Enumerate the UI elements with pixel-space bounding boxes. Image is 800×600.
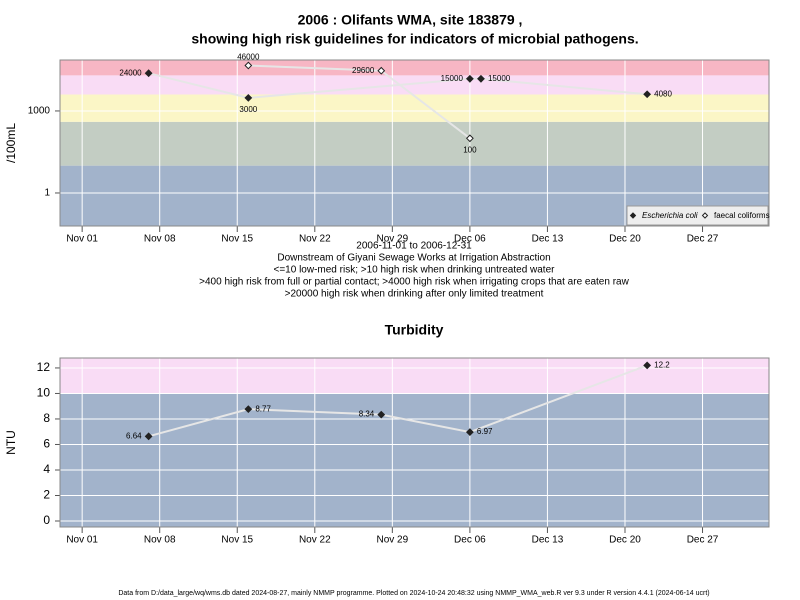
data-point bbox=[477, 74, 485, 83]
risk-band bbox=[60, 121, 769, 166]
x-tick-label: Nov 29 bbox=[377, 535, 409, 546]
x-tick-label: Nov 22 bbox=[299, 234, 331, 245]
x-tick-label: Nov 29 bbox=[377, 234, 409, 245]
x-tick-label: Nov 22 bbox=[299, 535, 331, 546]
x-tick-label: Dec 20 bbox=[609, 234, 641, 245]
x-tick-label: Nov 01 bbox=[66, 535, 98, 546]
y-tick-label: 8 bbox=[43, 411, 50, 425]
x-tick-label: Dec 06 bbox=[454, 535, 486, 546]
data-point bbox=[465, 134, 474, 143]
note: 2006-11-01 to 2006-12-31 bbox=[356, 241, 472, 252]
y-tick-label: 6 bbox=[43, 437, 50, 451]
data-label: 15000 bbox=[441, 74, 464, 83]
y-tick-label: 2 bbox=[43, 488, 50, 502]
y-tick-label: 0 bbox=[43, 513, 50, 527]
y-tick-label: 4 bbox=[43, 462, 50, 476]
legend-label: faecal coliforms bbox=[714, 211, 770, 220]
x-tick-label: Dec 27 bbox=[687, 535, 719, 546]
legend-marker bbox=[701, 212, 709, 219]
data-label: 8.34 bbox=[359, 410, 375, 419]
data-point bbox=[465, 74, 474, 83]
legend-marker bbox=[629, 212, 637, 219]
note: Downstream of Giyani Sewage Works at Irr… bbox=[277, 253, 550, 264]
data-label: 100 bbox=[463, 145, 477, 154]
y-tick-label: 1 bbox=[44, 188, 50, 199]
data-point bbox=[465, 428, 474, 437]
chart-title: 2006 : Olifants WMA, site 183879 , bbox=[298, 12, 523, 28]
data-label: 8.77 bbox=[255, 404, 271, 413]
footer: Data from D:/data_large/wq/wms.db dated … bbox=[118, 590, 709, 597]
x-tick-label: Nov 01 bbox=[66, 234, 98, 245]
note: >400 high risk from full or partial cont… bbox=[199, 277, 629, 288]
risk-band bbox=[60, 358, 769, 394]
legend: Escherichia coli faecal coliforms bbox=[626, 205, 770, 226]
y-axis-label: /100mL bbox=[4, 123, 18, 163]
x-tick-label: Dec 13 bbox=[532, 234, 564, 245]
legend-label: Escherichia coli bbox=[642, 211, 698, 220]
data-point bbox=[377, 66, 386, 75]
y-tick-label: 12 bbox=[37, 360, 51, 374]
risk-band bbox=[60, 94, 769, 122]
data-point bbox=[144, 69, 153, 78]
x-tick-label: Dec 27 bbox=[687, 234, 719, 245]
data-point bbox=[244, 61, 253, 70]
x-tick-label: Dec 06 bbox=[454, 234, 486, 245]
risk-band bbox=[60, 60, 769, 76]
data-point bbox=[244, 93, 253, 102]
data-label: 29600 bbox=[352, 66, 375, 75]
y-tick-label: 10 bbox=[37, 386, 51, 400]
x-tick-label: Nov 15 bbox=[221, 234, 253, 245]
plot-frame bbox=[59, 357, 770, 528]
data-point bbox=[244, 405, 253, 414]
data-point bbox=[377, 410, 386, 419]
legend-box bbox=[626, 205, 769, 226]
risk-band bbox=[60, 393, 769, 527]
x-tick-label: Nov 15 bbox=[221, 535, 253, 546]
plot-frame bbox=[59, 59, 770, 227]
data-point bbox=[643, 361, 652, 370]
note: <=10 low-med risk; >10 high risk when dr… bbox=[274, 265, 556, 276]
chart-title: Turbidity bbox=[385, 322, 444, 338]
data-label: 4080 bbox=[654, 89, 672, 98]
data-label: 15000 bbox=[488, 74, 511, 83]
data-label: 6.64 bbox=[126, 431, 142, 440]
x-tick-label: Dec 13 bbox=[532, 535, 564, 546]
chart-title: showing high risk guidelines for indicat… bbox=[191, 31, 638, 47]
y-tick-label: 1000 bbox=[28, 106, 51, 117]
x-tick-label: Nov 08 bbox=[144, 535, 176, 546]
data-label: 46000 bbox=[237, 53, 260, 62]
data-label: 6.97 bbox=[477, 427, 493, 436]
data-label: 12.2 bbox=[654, 361, 670, 370]
data-label: 24000 bbox=[119, 68, 142, 77]
x-tick-label: Dec 20 bbox=[609, 535, 641, 546]
note: >20000 high risk when drinking after onl… bbox=[285, 289, 544, 300]
data-point bbox=[643, 90, 652, 99]
x-tick-label: Nov 08 bbox=[144, 234, 176, 245]
y-axis-label: NTU bbox=[4, 430, 18, 455]
data-label: 3000 bbox=[239, 105, 257, 114]
data-point bbox=[144, 432, 153, 441]
